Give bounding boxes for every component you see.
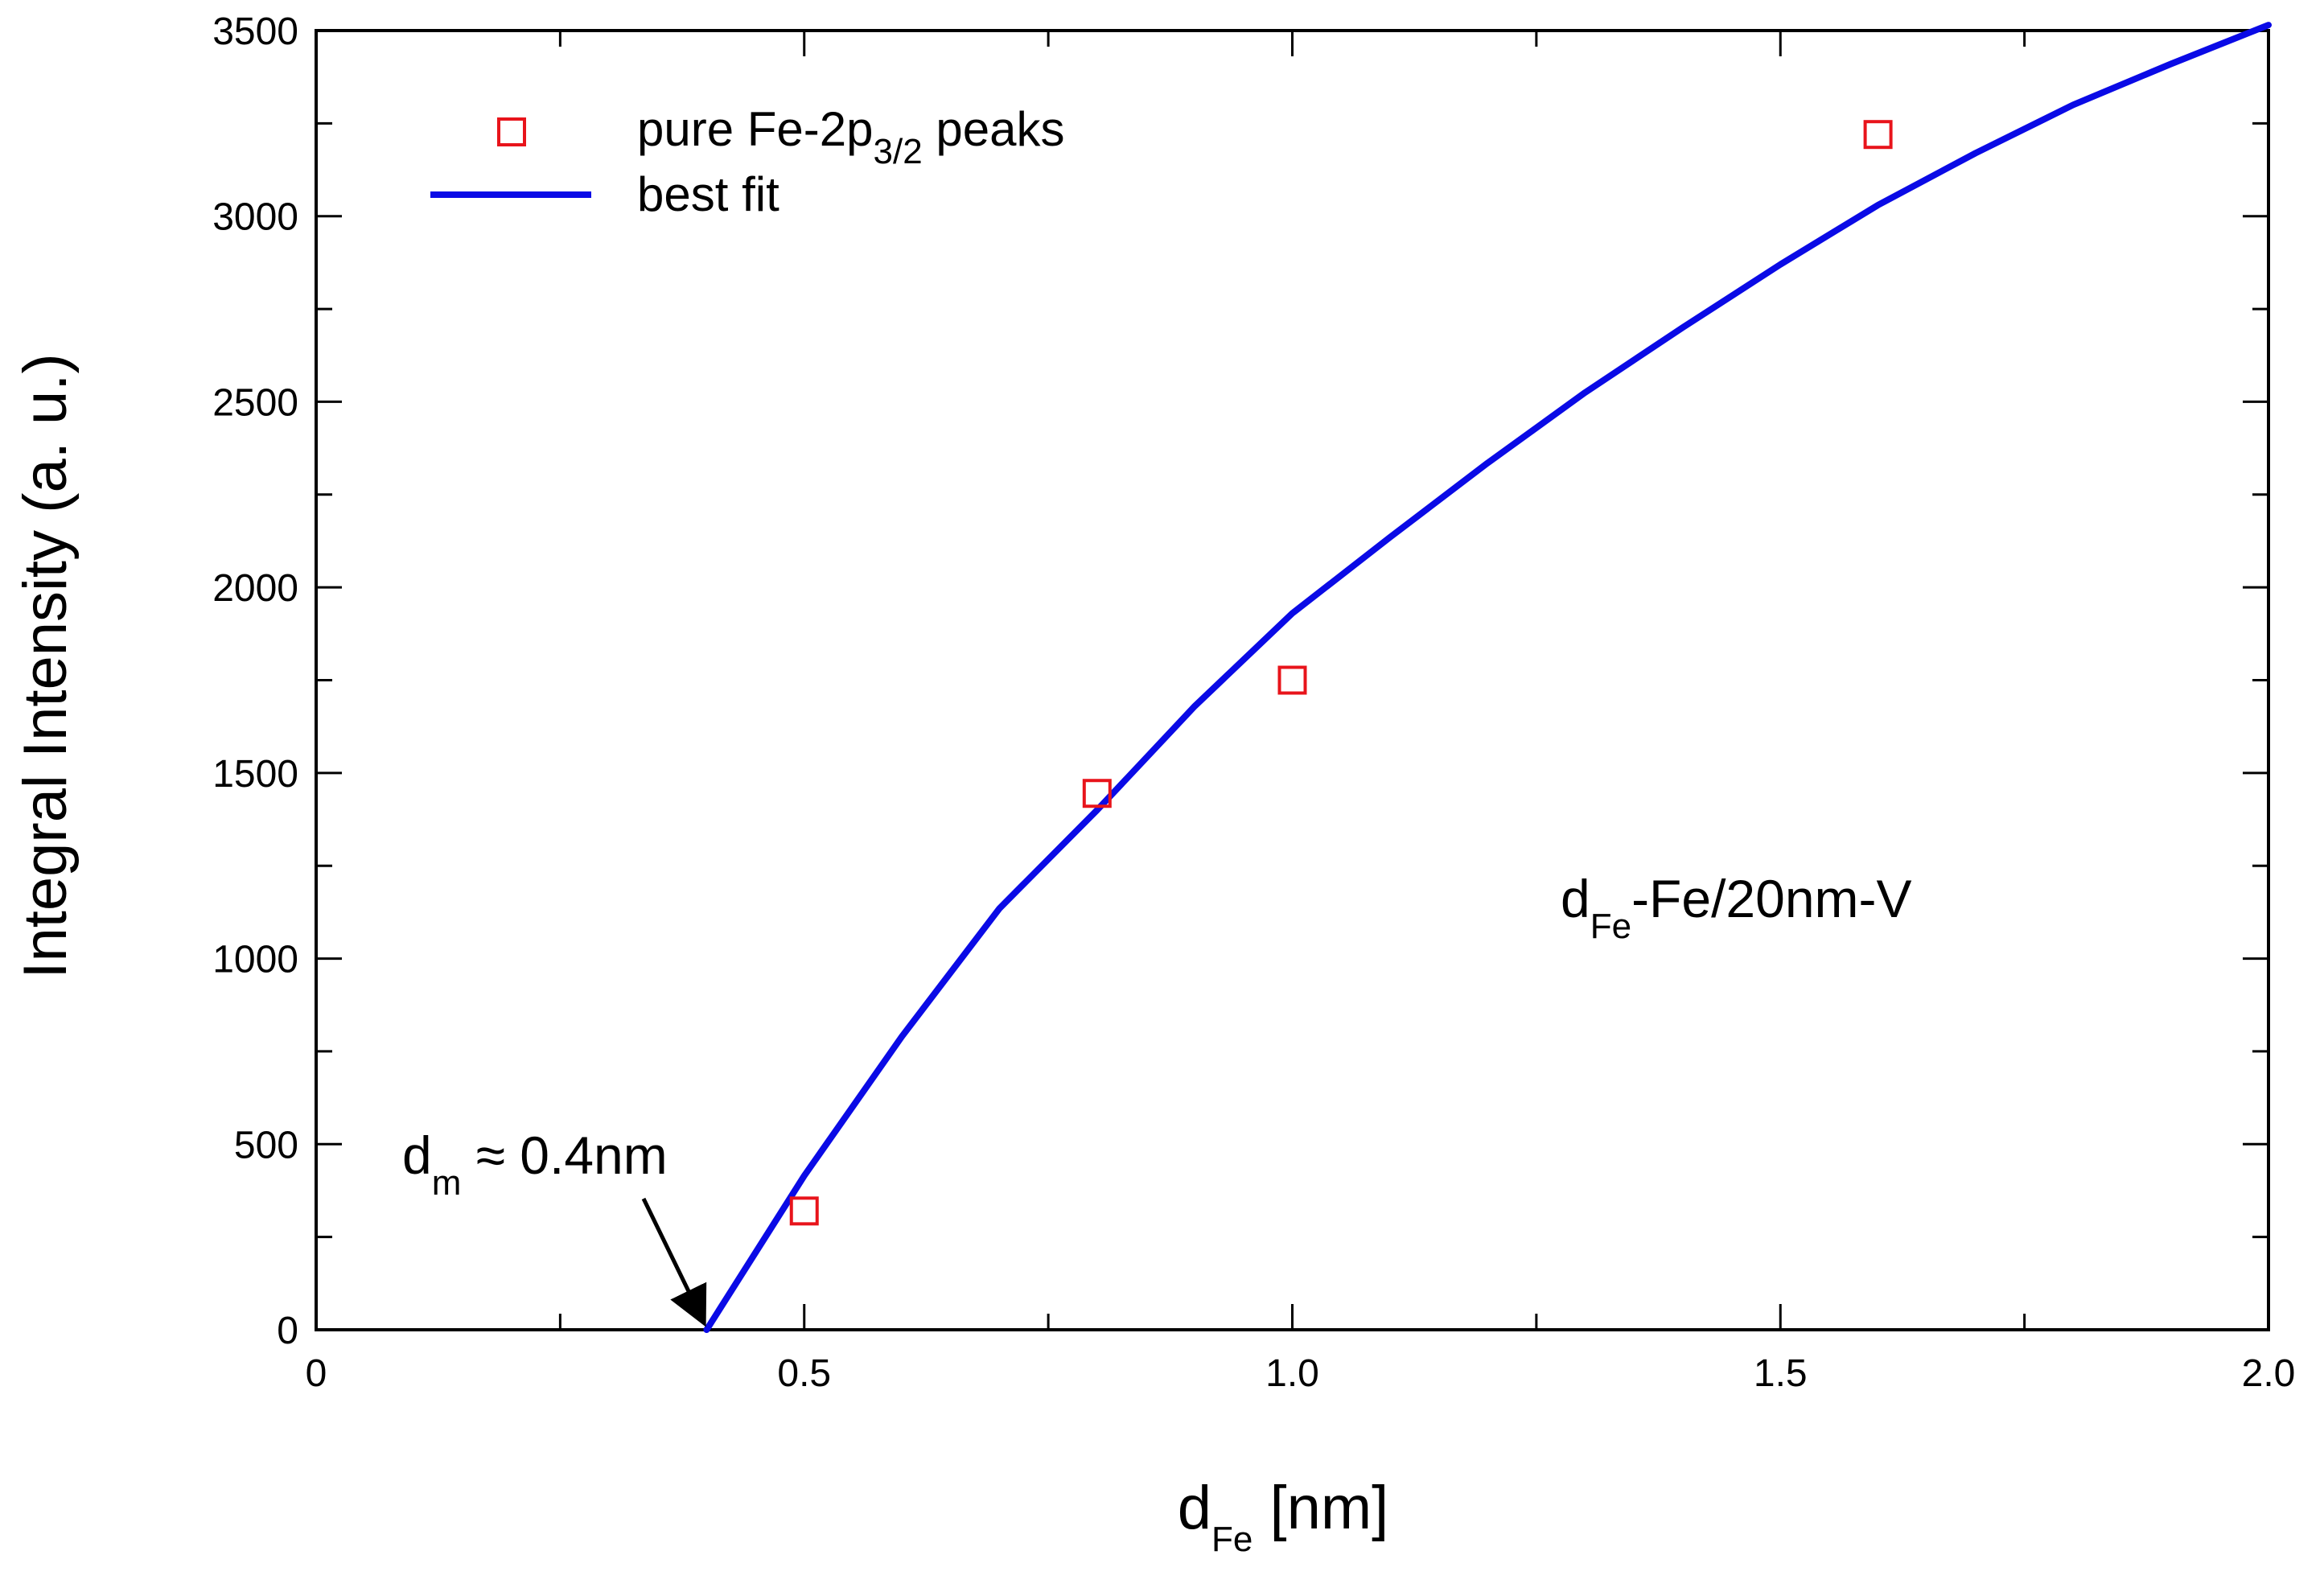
y-tick-label: 0	[277, 1310, 298, 1352]
x-tick-label: 1.5	[1754, 1352, 1808, 1395]
legend-marker-square	[497, 117, 526, 146]
best-fit-line	[703, 22, 2272, 1333]
plot-frame	[315, 29, 2270, 1331]
x-axis-title-main: d	[1178, 1474, 1211, 1542]
annotation-dm-rest: ≈ 0.4nm	[461, 1125, 667, 1185]
y-tick-label: 2000	[212, 567, 298, 610]
annotation-sample: dFe-Fe/20nm-V	[1561, 869, 1912, 946]
annotation-sample-main: d	[1561, 869, 1590, 928]
data-point-square	[1277, 665, 1307, 695]
tick-labels: 0 0.5 1.0 1.5 2.0 0 500 1000 1500 2000 2500 3000 350…	[212, 10, 2295, 1395]
x-tick-label: 0.5	[777, 1352, 831, 1395]
data-point-square	[1082, 779, 1112, 808]
data-point-square	[1863, 120, 1893, 150]
data-points	[789, 120, 1893, 1226]
annotation-sample-subscript: Fe	[1590, 907, 1631, 946]
x-tick-label: 2.0	[2242, 1352, 2296, 1395]
annotation-dm-text: dm ≈ 0.4nm	[402, 1125, 668, 1203]
annotation-dm: dm ≈ 0.4nm	[402, 1125, 707, 1327]
legend-label-best-fit: best fit	[637, 167, 779, 221]
y-tick-label: 2500	[212, 381, 298, 424]
legend: pure Fe-2p3/2 peaks best fit	[430, 102, 1064, 221]
annotation-dm-subscript: m	[432, 1163, 462, 1203]
y-tick-label: 500	[234, 1124, 298, 1166]
annotation-dm-main: d	[402, 1125, 432, 1185]
x-tick-label: 0	[306, 1352, 327, 1395]
legend-label-peaks: pure Fe-2p3/2 peaks	[637, 102, 1064, 171]
legend-label-peaks-subscript: 3/2	[874, 132, 923, 171]
x-axis-title-unit: [nm]	[1252, 1474, 1388, 1542]
legend-label-peaks-main: pure Fe-2p	[637, 102, 874, 156]
annotation-dm-arrow	[641, 1197, 707, 1327]
x-axis-title: dFe [nm]	[1178, 1474, 1389, 1559]
y-tick-label: 1000	[212, 939, 298, 981]
legend-label-peaks-rest: peaks	[923, 102, 1065, 156]
y-axis-title: Integral Intensity (a. u.)	[11, 353, 80, 978]
x-tick-label: 1.0	[1265, 1352, 1319, 1395]
x-axis-title-subscript: Fe	[1211, 1520, 1252, 1559]
data-point-square	[789, 1196, 819, 1226]
y-tick-label: 1500	[212, 753, 298, 796]
y-tick-label: 3000	[212, 196, 298, 239]
y-tick-label: 3500	[212, 10, 298, 53]
annotation-sample-rest: -Fe/20nm-V	[1631, 869, 1911, 928]
